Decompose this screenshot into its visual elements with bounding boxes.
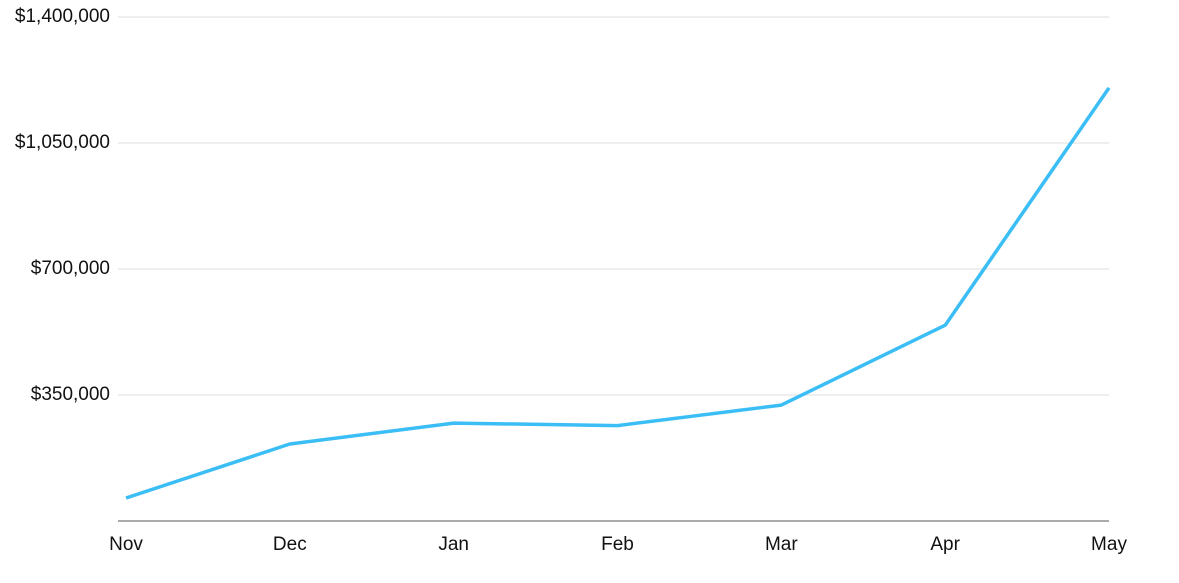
x-tick-label: Apr: [930, 534, 960, 555]
x-tick-label: May: [1091, 534, 1127, 555]
data-line: [125, 86, 1111, 500]
x-tick-label: Nov: [109, 534, 143, 555]
x-tick-label: Mar: [765, 534, 798, 555]
x-tick-label: Feb: [601, 534, 634, 555]
y-tick-label: $700,000: [31, 258, 110, 279]
y-tick-label: $350,000: [31, 384, 110, 405]
x-tick-label: Dec: [273, 534, 307, 555]
x-tick-label: Jan: [438, 534, 469, 555]
y-tick-label: $1,050,000: [15, 132, 110, 153]
y-tick-label: $1,400,000: [15, 6, 110, 27]
